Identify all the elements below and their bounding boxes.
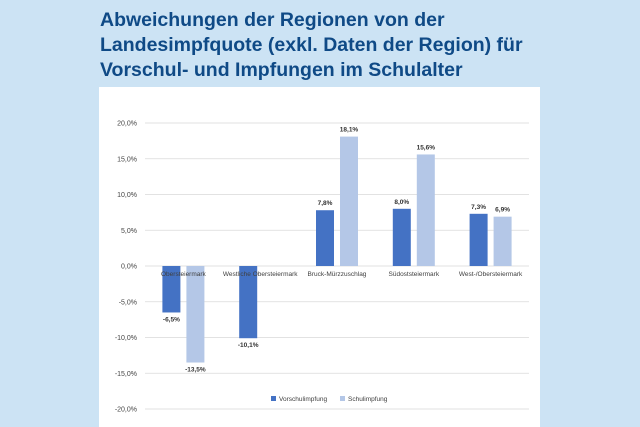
bar-vorschulimpfung <box>392 208 411 266</box>
bar-vorschulimpfung <box>469 213 488 266</box>
data-label: -6,5% <box>163 316 180 323</box>
bar-schulimpfung <box>340 136 358 266</box>
bar-vorschulimpfung <box>162 266 181 313</box>
legend-swatch-schulimpfung <box>340 396 345 401</box>
bar-schulimpfung <box>416 154 435 266</box>
data-label: 7,3% <box>471 204 486 211</box>
y-tick-label: -15,0% <box>115 371 137 378</box>
category-label: Obersteiermark <box>161 271 207 278</box>
bar-vorschulimpfung <box>316 210 334 266</box>
data-label: 18,1% <box>340 127 359 134</box>
bar-chart: 20,0% 15,0% 10,0% 5,0% 0,0% -5,0% -10,0% -15,0%… <box>115 121 529 414</box>
legend-swatch-vorschulimpfung <box>271 396 276 401</box>
title-line-3: Vorschul- und Impfungen im Schulalter <box>100 59 463 81</box>
chart-panel: 20,0% 15,0% 10,0% 5,0% 0,0% -5,0% -10,0% -15,0%… <box>99 87 540 427</box>
bar-vorschulimpfung <box>239 266 258 339</box>
y-tick-label: -5,0% <box>119 299 137 306</box>
y-tick-label: -10,0% <box>115 335 137 342</box>
data-label: 15,6% <box>417 144 436 151</box>
chart-title: Abweichungen der Regionen von der Landes… <box>100 8 620 83</box>
data-label: -13,5% <box>185 367 206 374</box>
y-tick-label: 15,0% <box>117 156 137 163</box>
data-label: 7,8% <box>318 200 333 207</box>
category-label: Westliche Obersteiermark <box>223 271 298 278</box>
y-tick-label: 0,0% <box>121 264 137 271</box>
y-tick-label: 5,0% <box>121 228 137 235</box>
legend-label-vorschulimpfung: Vorschulimpfung <box>279 396 327 403</box>
bar-schulimpfung <box>186 266 205 363</box>
category-label: West-/Obersteiermark <box>459 271 523 278</box>
y-tick-label: -20,0% <box>115 407 137 414</box>
bar-schulimpfung <box>493 216 512 266</box>
data-label: -10,1% <box>238 342 259 349</box>
data-label: 8,0% <box>394 199 409 206</box>
title-line-1: Abweichungen der Regionen von der <box>100 9 445 31</box>
y-tick-label: 10,0% <box>117 192 137 199</box>
category-label: Südoststeiermark <box>389 271 440 278</box>
legend-label-schulimpfung: Schulimpfung <box>348 396 388 403</box>
y-tick-label: 20,0% <box>117 121 137 128</box>
category-label: Bruck-Mürzzuschlag <box>308 271 367 278</box>
data-label: 6,9% <box>495 207 510 214</box>
title-line-2: Landesimpfquote (exkl. Daten der Region)… <box>100 34 523 56</box>
